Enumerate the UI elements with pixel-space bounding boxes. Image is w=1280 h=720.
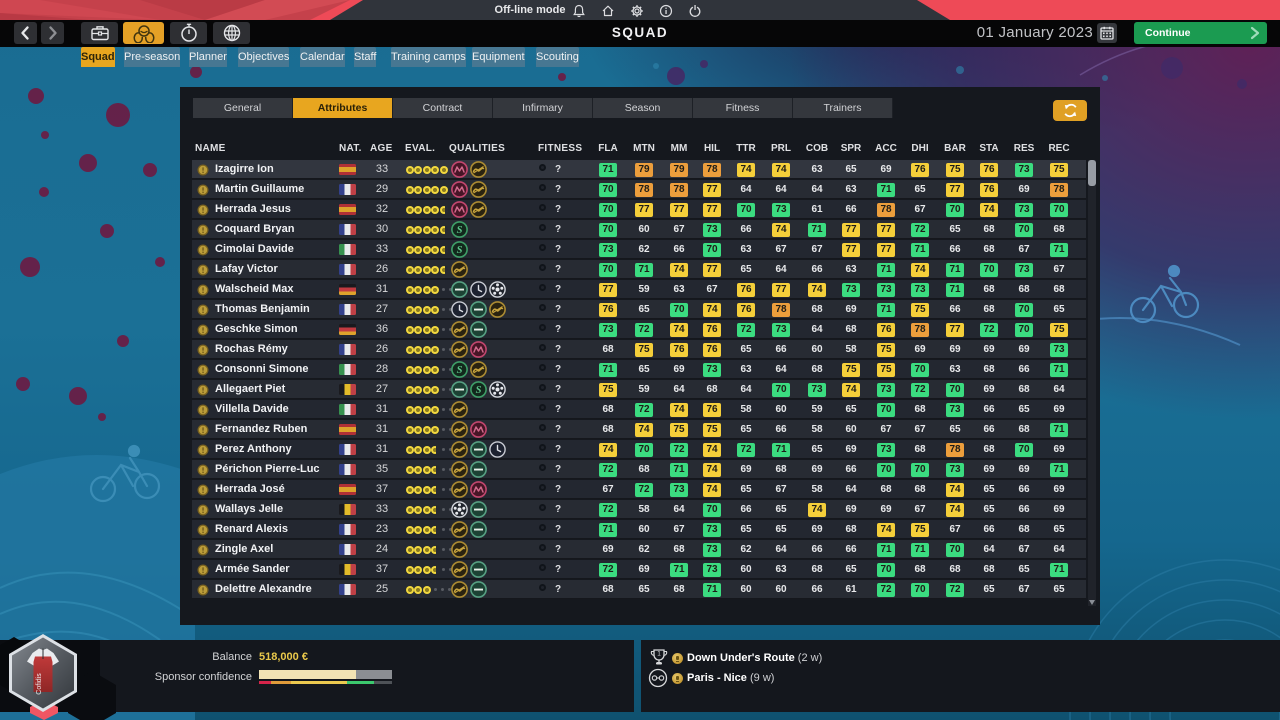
svg-text:S: S bbox=[457, 225, 463, 236]
svg-text:S: S bbox=[476, 385, 482, 396]
svg-text:Cofidis: Cofidis bbox=[36, 673, 43, 695]
svg-text:S: S bbox=[457, 365, 463, 376]
svg-text:1: 1 bbox=[657, 651, 661, 658]
svg-text:S: S bbox=[457, 245, 463, 256]
